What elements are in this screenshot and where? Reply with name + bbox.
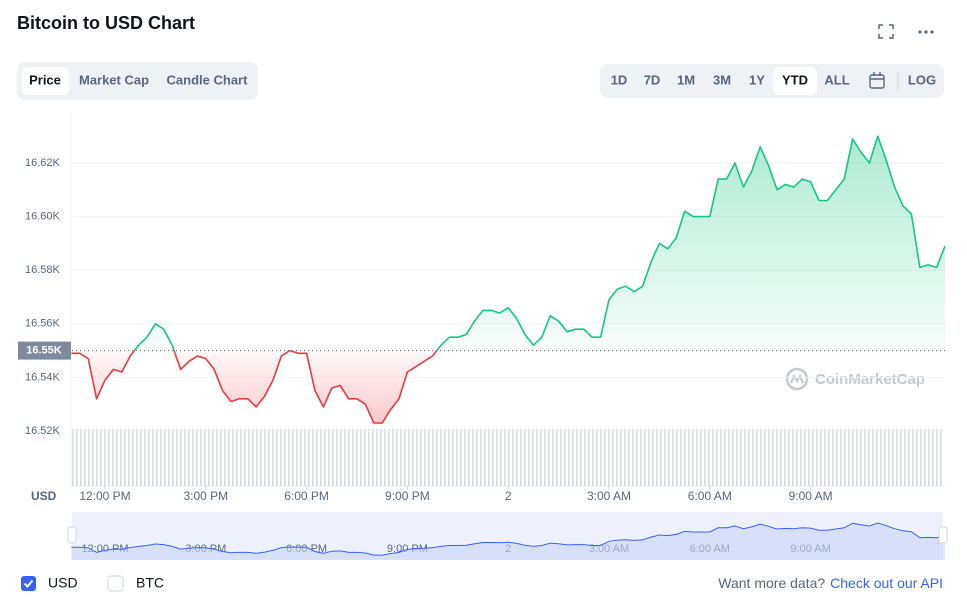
x-tick-label: 6:00 AM [688, 489, 732, 503]
checkbox-btc[interactable] [107, 575, 124, 592]
page-title: Bitcoin to USD Chart [17, 13, 195, 33]
footer-text: Want more data? [718, 575, 825, 591]
volume-bars [72, 429, 943, 486]
y-tick-label: 16.58K [25, 264, 61, 276]
watermark: CoinMarketCap [785, 367, 925, 391]
range-button[interactable]: 3M [713, 72, 731, 87]
x-tick-label: 3:00 AM [587, 489, 631, 503]
range-button[interactable]: 1D [611, 72, 628, 87]
navigator-area [71, 523, 945, 560]
navigator-line [71, 522, 946, 556]
range-group [600, 64, 944, 98]
range-button[interactable]: 1M [677, 72, 695, 87]
tab[interactable]: Market Cap [79, 72, 149, 87]
footer-link[interactable]: Check out our API [830, 575, 943, 591]
x-tick-label: 9:00 PM [385, 489, 430, 503]
checkbox-usd[interactable] [21, 576, 36, 591]
watermark-text: CoinMarketCap [815, 371, 925, 388]
price-area [71, 136, 945, 423]
reference-label: 16.55K [26, 345, 62, 357]
fullscreen-icon[interactable] [878, 24, 894, 39]
range-button[interactable]: 7D [644, 72, 661, 87]
range-button[interactable]: 1Y [749, 72, 765, 87]
y-tick-label: 16.60K [25, 211, 61, 223]
more-icon[interactable] [918, 30, 934, 34]
currency-label[interactable]: USD [48, 575, 78, 591]
log-button[interactable]: LOG [908, 72, 936, 87]
x-tick-label: 3:00 PM [183, 489, 228, 503]
reference-label-bg [18, 341, 71, 360]
tab[interactable]: Price [29, 72, 61, 87]
tab[interactable]: Candle Chart [167, 72, 249, 87]
y-tick-label: 16.54K [25, 371, 61, 383]
tab-active-bg [22, 67, 69, 95]
tab-group [17, 62, 258, 100]
x-tick-label: 9:00 AM [789, 489, 833, 503]
range-button[interactable]: ALL [824, 72, 849, 87]
range-button[interactable]: YTD [782, 72, 808, 87]
x-tick-label: 12:00 PM [79, 489, 130, 503]
price-line [71, 135, 946, 424]
range-active-bg [773, 67, 817, 95]
unit-label: USD [31, 489, 57, 503]
x-tick-label: 6:00 PM [284, 489, 329, 503]
x-tick-label: 2 [505, 489, 512, 503]
navigator-handle[interactable] [67, 526, 948, 544]
y-tick-label: 16.62K [25, 157, 61, 169]
y-tick-label: 16.56K [25, 318, 61, 330]
currency-label[interactable]: BTC [136, 575, 164, 591]
calendar-icon[interactable] [869, 72, 885, 89]
plot: 16.52K 16.54K 16.56K 16.58K 16.60K 16.62K 12:0… [18, 135, 946, 503]
footer: Want more data? Check out our API [718, 575, 943, 591]
y-tick-label: 16.52K [25, 425, 61, 437]
